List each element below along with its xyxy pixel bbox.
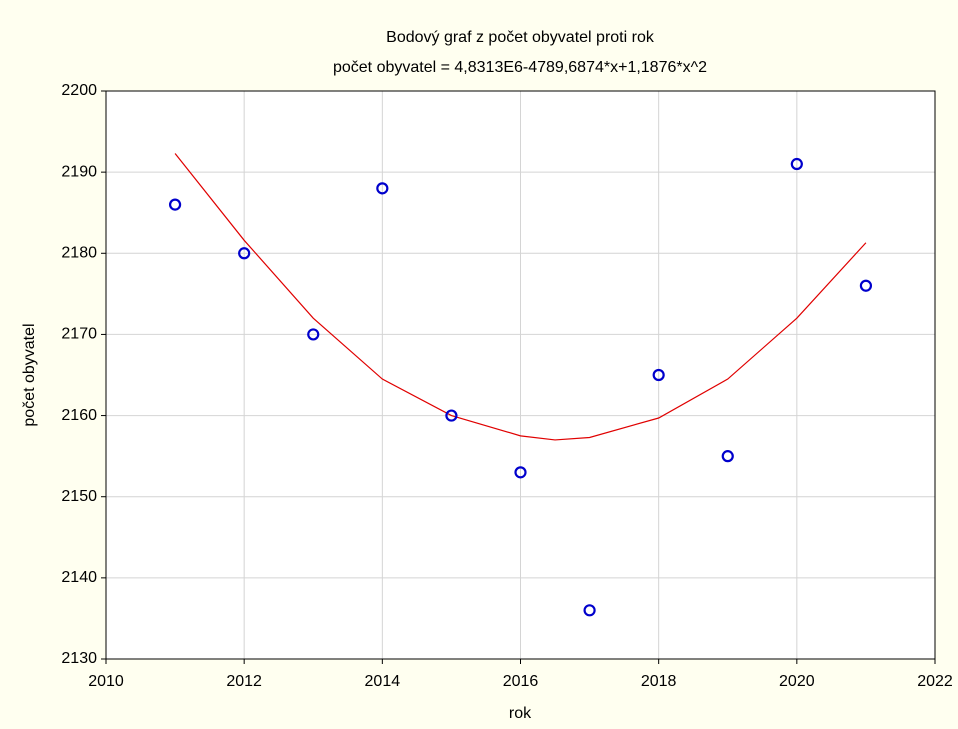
data-point (238, 247, 251, 260)
y-tick-label: 2160 (61, 407, 97, 424)
data-point (307, 328, 320, 341)
data-point (583, 604, 596, 617)
x-tick-label: 2016 (503, 673, 539, 690)
chart-subtitle: počet obyvatel = 4,8313E6-4789,6874*x+1,… (333, 59, 707, 76)
chart-title: Bodový graf z počet obyvatel proti rok (386, 29, 655, 46)
x-axis-label: rok (509, 705, 532, 722)
x-tick-label: 2014 (365, 673, 401, 690)
data-point (652, 368, 665, 382)
data-point (445, 409, 458, 422)
x-tick-label: 2010 (88, 673, 124, 690)
data-point (376, 182, 389, 195)
y-tick-label: 2170 (61, 326, 97, 343)
x-tick-label: 2020 (779, 673, 815, 690)
x-tick-label: 2012 (226, 673, 262, 690)
y-tick-label: 2190 (61, 163, 97, 180)
data-point (859, 279, 873, 292)
fit-curve (174, 153, 867, 441)
data-point (721, 450, 734, 463)
y-tick-label: 2140 (61, 569, 97, 586)
y-axis-label: počet obyvatel (21, 323, 38, 426)
y-tick-label: 2150 (61, 488, 97, 505)
data-point (514, 466, 527, 479)
data-point (790, 157, 803, 171)
plot-frame (105, 90, 936, 660)
data-point (168, 198, 182, 211)
y-tick-label: 2200 (61, 82, 97, 99)
x-tick-label: 2018 (641, 673, 677, 690)
y-tick-label: 2180 (61, 245, 97, 262)
x-tick-label: 2022 (917, 673, 953, 690)
y-tick-label: 2130 (61, 650, 97, 667)
